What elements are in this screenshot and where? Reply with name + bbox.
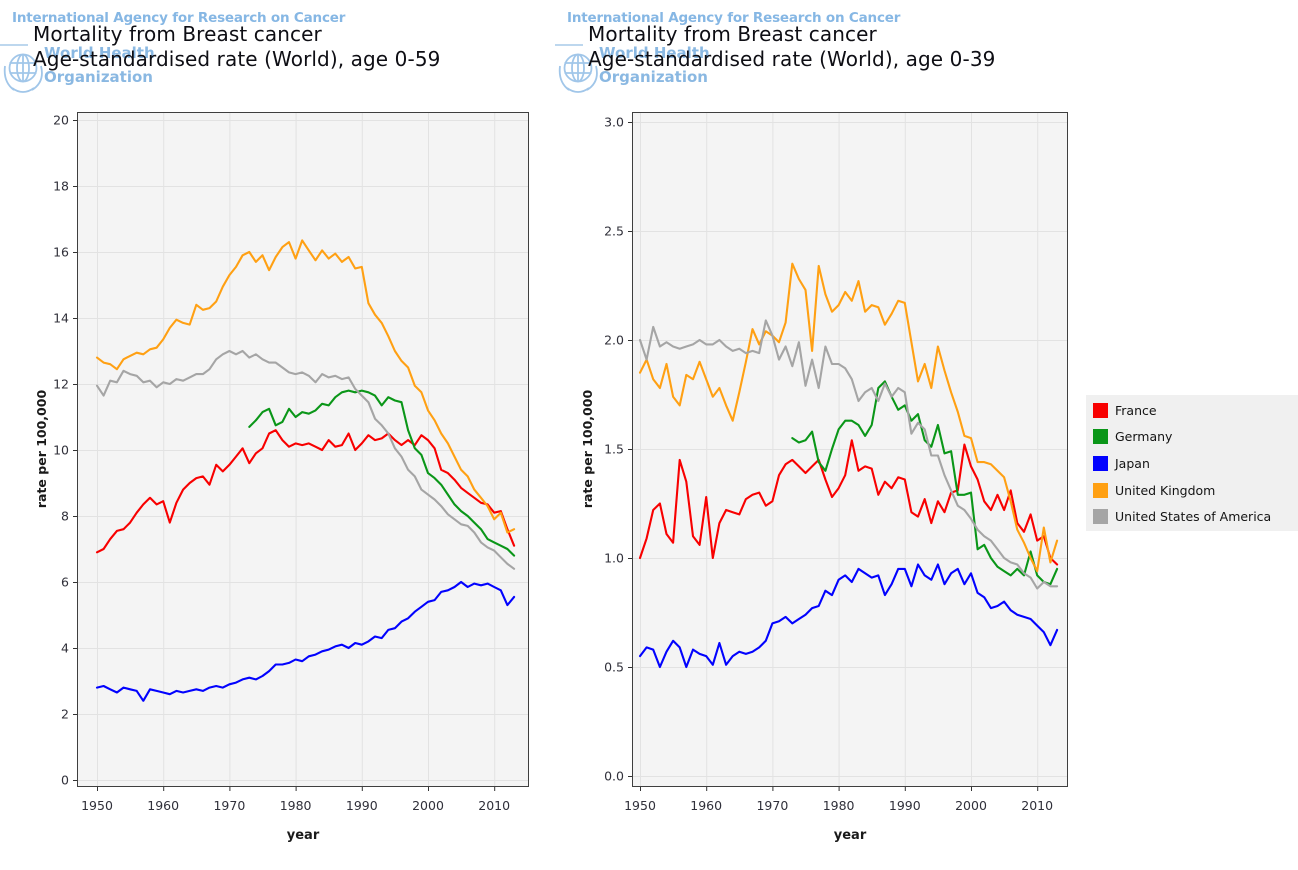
y-tick-label: 20 xyxy=(53,113,69,128)
x-tick-label: 1950 xyxy=(81,798,113,813)
line-japan xyxy=(95,580,516,702)
who-emblem-icon xyxy=(3,53,43,93)
y-tick-label: 16 xyxy=(53,245,69,260)
panel-border xyxy=(77,112,529,787)
y-tick-label: 4 xyxy=(61,641,69,656)
iarc-watermark-text: International Agency for Research on Can… xyxy=(12,10,346,26)
legend-item-united-kingdom: United Kingdom xyxy=(1086,477,1298,504)
y-axis-title: rate per 100,000 xyxy=(580,390,595,509)
line-germany xyxy=(248,389,516,557)
y-tick-label: 0.0 xyxy=(604,769,624,784)
y-tick-label: 0 xyxy=(61,773,69,788)
who-emblem-icon xyxy=(558,53,598,93)
gridlines xyxy=(632,112,1068,787)
x-tick-label: 1980 xyxy=(280,798,312,813)
watermark-rule xyxy=(0,44,28,46)
x-axis-title: year xyxy=(834,828,867,843)
who-watermark-line1: World Health xyxy=(599,44,710,62)
legend-label: Japan xyxy=(1115,455,1150,471)
who-watermark-line2: Organization xyxy=(599,68,708,86)
legend-label: United States of America xyxy=(1115,509,1272,525)
y-axis-title: rate per 100,000 xyxy=(34,390,49,509)
legend-label: United Kingdom xyxy=(1115,482,1216,498)
line-united-states-of-america xyxy=(638,319,1059,590)
y-tick-label: 8 xyxy=(61,509,69,524)
chart-panel-2: 1950 1960 1970 1980 1990 2000 2010 0.0 0.5 1.0 1.5… xyxy=(580,112,1068,843)
x-tick-label: 1970 xyxy=(756,798,788,813)
watermark-rule xyxy=(555,44,583,46)
chart2-title-line1: Mortality from Breast cancer xyxy=(588,22,877,46)
y-tick-label: 2 xyxy=(61,707,69,722)
line-france xyxy=(95,429,516,554)
y-tick-label: 6 xyxy=(61,575,69,590)
x-tick-label: 1960 xyxy=(147,798,179,813)
line-germany xyxy=(791,380,1059,586)
line-united-states-of-america xyxy=(95,349,516,570)
legend-item-japan: Japan xyxy=(1086,450,1298,477)
legend-item-united-states-of-america: United States of America xyxy=(1086,503,1298,530)
chart2-title: Mortality from Breast cancer Age-standar… xyxy=(588,22,995,72)
legend-item-germany: Germany xyxy=(1086,424,1298,451)
axis-ticks xyxy=(628,122,1039,791)
legend-label: France xyxy=(1115,402,1157,418)
iarc-watermark-text: International Agency for Research on Can… xyxy=(567,10,901,26)
chart2-title-line2: Age-standardised rate (World), age 0-39 xyxy=(588,47,996,71)
y-tick-label: 18 xyxy=(53,179,69,194)
x-tick-label: 1960 xyxy=(690,798,722,813)
y-tick-label: 14 xyxy=(53,311,69,326)
x-tick-label: 1990 xyxy=(889,798,921,813)
legend-swatch-germany xyxy=(1093,429,1108,445)
chart1-title: Mortality from Breast cancer Age-standar… xyxy=(33,22,440,72)
legend-item-france: France xyxy=(1086,397,1298,424)
line-united-kingdom xyxy=(95,239,516,534)
line-japan xyxy=(638,563,1059,669)
panel-border xyxy=(632,112,1068,787)
y-tick-label: 2.5 xyxy=(604,224,624,239)
who-watermark-line1: World Health xyxy=(44,44,155,62)
legend-swatch-united-states-of-america xyxy=(1093,509,1108,525)
x-tick-label: 2000 xyxy=(412,798,444,813)
gridlines xyxy=(77,112,529,787)
chart1-title-line1: Mortality from Breast cancer xyxy=(33,22,322,46)
y-tick-label: 10 xyxy=(53,443,69,458)
line-france xyxy=(638,439,1059,566)
axis-ticks xyxy=(73,120,496,791)
x-tick-label: 1950 xyxy=(624,798,656,813)
x-tick-label: 1990 xyxy=(346,798,378,813)
x-tick-label: 2000 xyxy=(955,798,987,813)
panel-background xyxy=(77,112,529,787)
x-tick-label: 1970 xyxy=(213,798,245,813)
legend-swatch-japan xyxy=(1093,455,1108,471)
legend: France Germany Japan United Kingdom United S… xyxy=(1086,395,1298,531)
who-watermark-line2: Organization xyxy=(44,68,153,86)
y-tick-label: 12 xyxy=(53,377,69,392)
legend-label: Germany xyxy=(1115,429,1173,445)
y-tick-label: 1.5 xyxy=(604,442,624,457)
chart-panel-1: 1950 1960 1970 1980 1990 2000 2010 0 2 4 6 8 10 12 14 1… xyxy=(34,112,529,843)
chart1-title-line2: Age-standardised rate (World), age 0-59 xyxy=(33,47,441,71)
line-united-kingdom xyxy=(638,262,1059,573)
y-tick-label: 2.0 xyxy=(604,333,624,348)
legend-swatch-united-kingdom xyxy=(1093,482,1108,498)
x-axis-title: year xyxy=(287,828,320,843)
x-tick-label: 1980 xyxy=(823,798,855,813)
y-tick-label: 1.0 xyxy=(604,551,624,566)
x-tick-label: 2010 xyxy=(478,798,510,813)
x-tick-label: 2010 xyxy=(1021,798,1053,813)
y-tick-label: 0.5 xyxy=(604,660,624,675)
y-tick-label: 3.0 xyxy=(604,115,624,130)
legend-swatch-france xyxy=(1093,402,1108,418)
